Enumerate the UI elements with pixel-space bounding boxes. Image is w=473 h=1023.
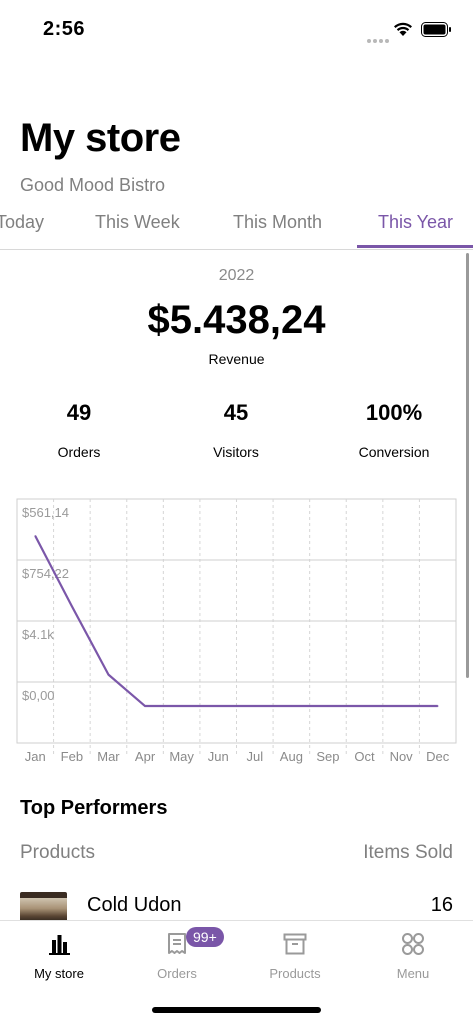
revenue-data-point: [34, 535, 37, 537]
revenue-label: Revenue: [208, 351, 265, 367]
x-tick-label: Feb: [61, 749, 83, 764]
revenue-data-point: [400, 705, 402, 707]
tab-selected-indicator: [357, 245, 473, 248]
y-tick-label: $0,00: [22, 688, 55, 703]
tab-today[interactable]: Today: [0, 212, 45, 232]
revenue-value: $5.438,24: [147, 298, 326, 342]
items-sold-column-header: Items Sold: [363, 842, 453, 863]
x-tick-label: Nov: [390, 749, 414, 764]
visitors-label: Visitors: [213, 444, 259, 460]
y-tick-label: $4.1k: [22, 627, 54, 642]
tab-this-year[interactable]: This Year: [378, 212, 454, 232]
revenue-data-point: [107, 673, 110, 676]
status-time: 2:56: [43, 18, 86, 40]
orders-icon: [168, 933, 186, 954]
x-tick-label: Apr: [135, 749, 156, 764]
status-bar: 2:56: [0, 0, 473, 60]
page-title: My store: [20, 116, 181, 160]
x-tick-label: Oct: [354, 749, 375, 764]
y-tick-label: $754,22: [22, 566, 69, 581]
revenue-data-point: [436, 705, 439, 707]
revenue-data-point: [253, 705, 256, 707]
nav-orders[interactable]: 99+ Orders: [118, 927, 236, 991]
orders-badge: 99+: [186, 927, 224, 947]
x-tick-label: May: [169, 749, 194, 764]
bar-chart-icon: [49, 935, 70, 955]
nav-products-label: Products: [269, 966, 321, 981]
visitors-stat: 45 Visitors: [166, 400, 306, 460]
x-tick-label: Sep: [316, 749, 339, 764]
nav-products[interactable]: Products: [236, 931, 354, 991]
top-performers-title: Top Performers: [20, 797, 168, 819]
product-items-sold: 16: [430, 894, 453, 916]
orders-value: 49: [66, 400, 92, 425]
x-tick-label: Jun: [208, 749, 229, 764]
orders-stat: 49 Orders: [9, 400, 149, 460]
nav-orders-label: Orders: [157, 966, 197, 981]
archive-box-icon: [283, 933, 307, 955]
scrollbar[interactable]: [466, 253, 469, 678]
conversion-value: 100%: [365, 400, 423, 425]
x-tick-label: Aug: [280, 749, 303, 764]
visitors-value: 45: [223, 400, 249, 425]
products-column-header: Products: [20, 842, 95, 863]
x-tick-label: Mar: [97, 749, 120, 764]
revenue-data-point: [217, 705, 220, 707]
x-tick-label: Dec: [426, 749, 450, 764]
grid-icon: [402, 933, 424, 955]
home-indicator[interactable]: [152, 1007, 321, 1013]
cellular-signal-icon: [367, 30, 391, 48]
top-performer-row[interactable]: Cold Udon 16: [0, 886, 473, 926]
period-tabs: Today This Week This Month This Year: [0, 200, 473, 250]
tab-this-month[interactable]: This Month: [233, 212, 323, 232]
bottom-tab-bar: My store 99+ Orders Products Menu: [0, 920, 473, 1023]
nav-my-store[interactable]: My store: [0, 931, 118, 991]
battery-icon: [421, 22, 451, 37]
nav-my-store-label: My store: [34, 966, 84, 981]
conversion-stat: 100% Conversion: [324, 400, 464, 460]
conversion-label: Conversion: [358, 444, 430, 460]
y-tick-label: $561,14: [22, 505, 69, 520]
period-year: 2022: [218, 267, 255, 284]
wifi-icon: [394, 22, 412, 36]
revenue-data-point: [363, 705, 366, 707]
nav-menu-label: Menu: [396, 966, 430, 981]
revenue-data-point: [180, 705, 183, 707]
x-tick-label: Jul: [246, 749, 263, 764]
x-tick-label: Jan: [25, 749, 46, 764]
revenue-data-point: [327, 705, 329, 707]
nav-menu[interactable]: Menu: [354, 931, 472, 991]
product-thumbnail: [20, 892, 67, 922]
revenue-chart[interactable]: $561,14 $754,22 $4.1k $0,00 Jan Feb Mar Apr May J…: [0, 490, 473, 770]
revenue-data-point: [71, 605, 73, 608]
store-name: Good Mood Bistro: [20, 175, 166, 195]
orders-label: Orders: [57, 444, 101, 460]
revenue-data-point: [290, 705, 293, 707]
revenue-data-point: [144, 705, 146, 707]
tab-this-week[interactable]: This Week: [95, 212, 180, 232]
revenue-chart-svg: $561,14 $754,22 $4.1k $0,00 Jan Feb Mar Apr May J…: [16, 498, 457, 764]
revenue-series-line: [34, 535, 438, 708]
product-name: Cold Udon: [87, 894, 182, 916]
